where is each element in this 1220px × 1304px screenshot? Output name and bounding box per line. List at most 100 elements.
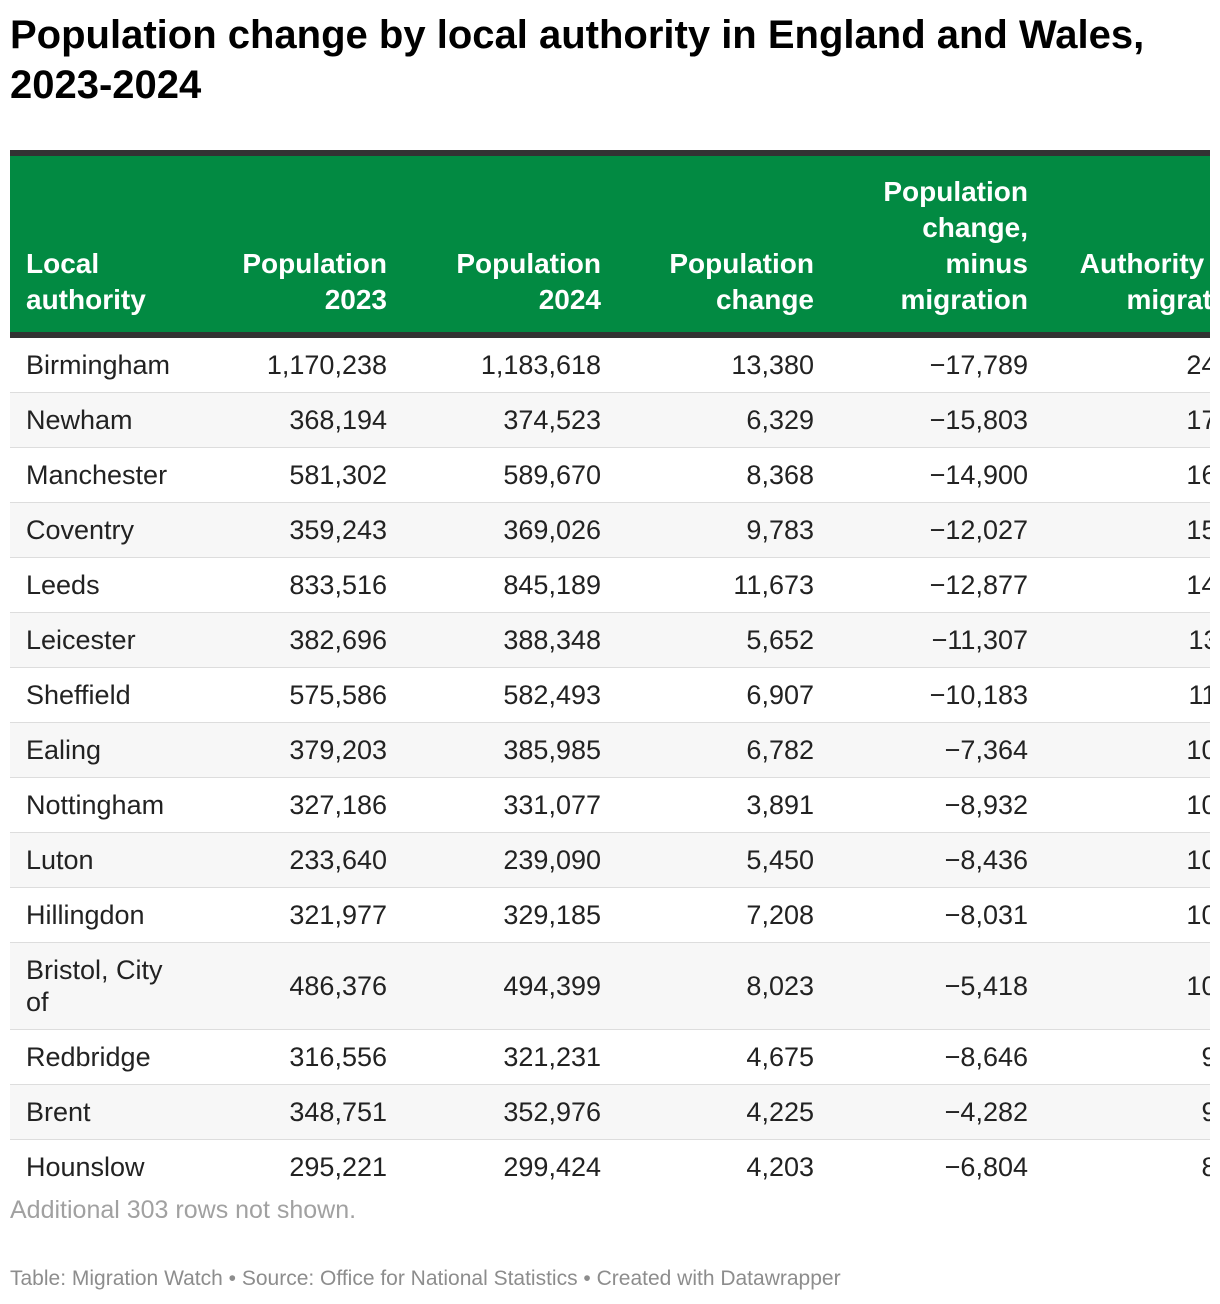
cell-population-2024: 369,026 [403, 502, 617, 558]
column-header-population-2024[interactable]: Population 2024 [456, 248, 601, 315]
cell-authority: Nottingham [10, 777, 190, 833]
cell-population-change: 8,023 [617, 942, 830, 1030]
cell-population-2024: 385,985 [403, 722, 617, 778]
cell-population-2023: 581,302 [190, 447, 403, 503]
column-header-change-minus-migration[interactable]: Population change, minus migration [883, 176, 1028, 315]
cell-authority: Luton [10, 832, 190, 888]
cell-population-change: 11,673 [617, 557, 830, 613]
cell-population-change: 8,368 [617, 447, 830, 503]
cell-net-migration: 10,09 [1044, 887, 1210, 943]
cell-authority: Newham [10, 392, 190, 448]
cell-population-change: 4,675 [617, 1029, 830, 1085]
cell-net-migration: 9,84 [1044, 1029, 1210, 1085]
cell-population-change: 5,450 [617, 832, 830, 888]
cell-population-change: 5,652 [617, 612, 830, 668]
cell-change-minus-migration: −8,436 [830, 832, 1044, 888]
cell-population-change: 7,208 [617, 887, 830, 943]
cell-population-change: 13,380 [617, 335, 830, 393]
cell-change-minus-migration: −17,789 [830, 335, 1044, 393]
cell-population-2024: 331,077 [403, 777, 617, 833]
cell-population-2023: 575,586 [190, 667, 403, 723]
cell-authority: Sheffield [10, 667, 190, 723]
cell-population-2023: 368,194 [190, 392, 403, 448]
cell-population-2023: 486,376 [190, 942, 403, 1030]
cell-change-minus-migration: −12,027 [830, 502, 1044, 558]
cell-authority: Bristol, City of [10, 942, 190, 1030]
cell-change-minus-migration: −8,646 [830, 1029, 1044, 1085]
column-header-population-2023[interactable]: Population 2023 [242, 248, 387, 315]
cell-population-2024: 374,523 [403, 392, 617, 448]
cell-population-2023: 316,556 [190, 1029, 403, 1085]
cell-population-2023: 327,186 [190, 777, 403, 833]
cell-authority: Brent [10, 1084, 190, 1140]
cell-population-2024: 388,348 [403, 612, 617, 668]
cell-change-minus-migration: −14,900 [830, 447, 1044, 503]
cell-population-2024: 352,976 [403, 1084, 617, 1140]
table-row: Bristol, City of 486,376 494,399 8,023 −5,41… [10, 942, 1210, 1030]
cell-population-2023: 833,516 [190, 557, 403, 613]
cell-population-2024: 299,424 [503, 1152, 601, 1182]
cell-population-change: 6,782 [617, 722, 830, 778]
cell-population-change: 9,783 [617, 502, 830, 558]
data-table: Local authority Population 2023 Populati… [10, 150, 1210, 1194]
column-header-population-change[interactable]: Population change [669, 248, 814, 315]
cell-population-2024: 1,183,618 [403, 335, 617, 393]
cell-authority: Leicester [10, 612, 190, 668]
cell-population-2023: 295,221 [289, 1152, 387, 1182]
cell-population-2024: 239,090 [403, 832, 617, 888]
table-row: Hounslow 295,221 299,424 4,203 −6,804 8,84 [10, 1139, 1210, 1194]
cell-population-2024: 845,189 [403, 557, 617, 613]
source-footer: Table: Migration Watch • Source: Office … [10, 1267, 841, 1290]
data-table-container: Local authority Population 2023 Populati… [10, 150, 1210, 1194]
cell-change-minus-migration: −15,803 [830, 392, 1044, 448]
cell-change-minus-migration: −8,932 [830, 777, 1044, 833]
cell-population-2023: 379,203 [190, 722, 403, 778]
cell-change-minus-migration: −7,364 [830, 722, 1044, 778]
cell-population-2024: 329,185 [403, 887, 617, 943]
cell-net-migration: 8,84 [1201, 1152, 1210, 1182]
cell-authority: Redbridge [10, 1029, 190, 1085]
cell-net-migration: 15,44 [1044, 502, 1210, 558]
cell-population-2024: 494,399 [403, 942, 617, 1030]
cell-net-migration: 17,22 [1044, 392, 1210, 448]
cell-population-2024: 589,670 [403, 447, 617, 503]
table-header-row: Local authority Population 2023 Populati… [10, 153, 1210, 335]
cell-change-minus-migration: −8,031 [830, 887, 1044, 943]
cell-change-minus-migration: −12,877 [830, 557, 1044, 613]
cell-authority: Birmingham [10, 335, 190, 393]
table-body: Birmingham 1,170,238 1,183,618 13,380 −17,78… [10, 335, 1210, 1194]
cell-population-change: 3,891 [617, 777, 830, 833]
cell-change-minus-migration: −6,804 [944, 1152, 1028, 1182]
cell-population-2023: 382,696 [190, 612, 403, 668]
cell-change-minus-migration: −5,418 [830, 942, 1044, 1030]
cell-authority: Manchester [10, 447, 190, 503]
cell-population-2023: 233,640 [190, 832, 403, 888]
column-header-net-migration[interactable]: ▼ Authority net migration [1044, 153, 1210, 335]
column-header-authority[interactable]: Local authority [26, 248, 146, 315]
cell-population-2023: 321,977 [190, 887, 403, 943]
table-row: Birmingham 1,170,238 1,183,618 13,380 −17,78… [10, 335, 1210, 393]
cell-authority: Ealing [10, 722, 190, 778]
cell-net-migration: 10,34 [1044, 722, 1210, 778]
page-title: Population change by local authority in … [10, 13, 1145, 107]
rows-not-shown-note: Additional 303 rows not shown. [10, 1196, 357, 1224]
cell-authority: Hounslow [26, 1152, 145, 1182]
column-header-net-migration-label: Authority net migration [1079, 248, 1210, 315]
cell-authority: Hillingdon [10, 887, 190, 943]
cell-authority: Leeds [10, 557, 190, 613]
cell-authority: Coventry [10, 502, 190, 558]
cell-net-migration: 9,26 [1044, 1084, 1210, 1140]
cell-population-change: 4,203 [746, 1152, 814, 1182]
cell-change-minus-migration: −10,183 [830, 667, 1044, 723]
cell-population-2023: 348,751 [190, 1084, 403, 1140]
